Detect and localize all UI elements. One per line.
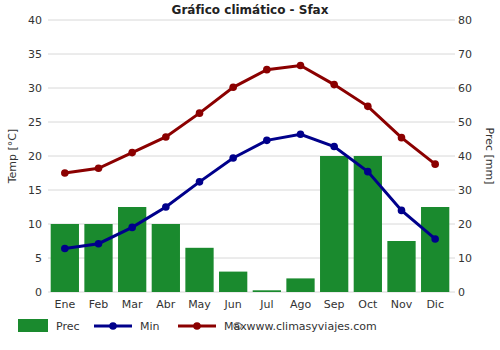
bar — [152, 224, 180, 292]
grid-line — [48, 54, 452, 55]
bar — [253, 290, 281, 292]
grid-line — [48, 88, 452, 89]
marker — [128, 149, 136, 157]
legend-marker — [193, 322, 201, 330]
y2-tick-label: 20 — [458, 218, 472, 231]
y2-tick-label: 80 — [458, 14, 472, 27]
marker — [229, 154, 237, 162]
y2-tick — [452, 292, 455, 293]
y-tick-label: 25 — [28, 116, 42, 129]
y-tick-label: 15 — [28, 184, 42, 197]
x-tick-label: Oct — [358, 298, 378, 311]
marker — [263, 137, 271, 145]
x-tick-label: Feb — [89, 298, 108, 311]
x-tick-label: Nov — [391, 298, 413, 311]
marker — [229, 84, 237, 92]
x-tick-label: Dic — [426, 298, 444, 311]
line — [65, 66, 435, 173]
grid-line — [48, 20, 452, 21]
chart: Gráfico climático - Sfax 0 5 10 15 20 25 30 35 40… — [0, 0, 500, 350]
marker — [61, 245, 69, 253]
y2-axis-label: Prec [mm] — [483, 127, 496, 184]
x-tick-label: Ago — [290, 298, 312, 311]
y2-tick-label: 40 — [458, 150, 472, 163]
plot-marks — [51, 62, 450, 292]
bar — [421, 207, 449, 292]
marker — [398, 207, 406, 215]
y2-tick-label: 70 — [458, 48, 472, 61]
y2-tick — [452, 190, 455, 191]
marker — [330, 143, 338, 151]
x-tick-label: Mar — [122, 298, 143, 311]
legend-swatch — [18, 319, 48, 332]
legend-label: Prec — [56, 320, 80, 333]
y2-tick — [452, 88, 455, 89]
marker — [162, 133, 170, 141]
legend-label: Min — [140, 320, 160, 333]
bar — [84, 224, 112, 292]
y2-tick-label: 30 — [458, 184, 472, 197]
marker — [330, 81, 338, 89]
y2-tick — [452, 224, 455, 225]
y2-tick-label: 60 — [458, 82, 472, 95]
x-tick-label: Sep — [324, 298, 345, 311]
marker — [431, 235, 439, 243]
marker — [398, 134, 406, 142]
x-tick-label: May — [188, 298, 211, 311]
bar — [387, 241, 415, 292]
grid-line — [48, 190, 452, 191]
grid-line — [48, 122, 452, 123]
marker — [128, 224, 136, 232]
bar — [185, 248, 213, 292]
x-tick-label: Jun — [224, 298, 242, 311]
marker — [364, 103, 372, 111]
marker — [162, 203, 170, 211]
marker — [431, 160, 439, 168]
bar — [286, 278, 314, 292]
y2-tick-label: 0 — [458, 286, 465, 299]
y2-tick — [452, 156, 455, 157]
x-tick-label: Ene — [54, 298, 75, 311]
marker — [297, 62, 305, 70]
y-axis-label: Temp [°C] — [6, 129, 19, 185]
y-tick-label: 40 — [28, 14, 42, 27]
grid-line — [48, 156, 452, 157]
y2-tick — [452, 20, 455, 21]
watermark: © www.climasyviajes.com — [232, 320, 377, 333]
y2-tick — [452, 54, 455, 55]
y-tick-label: 10 — [28, 218, 42, 231]
marker — [297, 130, 305, 138]
y-tick-label: 5 — [35, 252, 42, 265]
y2-tick — [452, 122, 455, 123]
marker — [263, 66, 271, 74]
marker — [61, 169, 69, 177]
y-tick-label: 30 — [28, 82, 42, 95]
marker — [95, 240, 103, 248]
marker — [196, 109, 204, 117]
y-tick-label: 0 — [35, 286, 42, 299]
x-tick-label: Jul — [259, 298, 273, 311]
bar — [320, 156, 348, 292]
marker — [364, 168, 372, 176]
bar — [354, 156, 382, 292]
y2-tick-label: 50 — [458, 116, 472, 129]
marker — [196, 178, 204, 186]
bar — [219, 272, 247, 292]
title: Gráfico climático - Sfax — [172, 3, 329, 17]
marker — [95, 164, 103, 172]
bar — [51, 224, 79, 292]
y2-tick-label: 10 — [458, 252, 472, 265]
y-tick-label: 35 — [28, 48, 42, 61]
x-tick-label: Abr — [156, 298, 176, 311]
y2-tick — [452, 258, 455, 259]
legend-marker — [109, 322, 117, 330]
y-tick-label: 20 — [28, 150, 42, 163]
line — [65, 134, 435, 248]
